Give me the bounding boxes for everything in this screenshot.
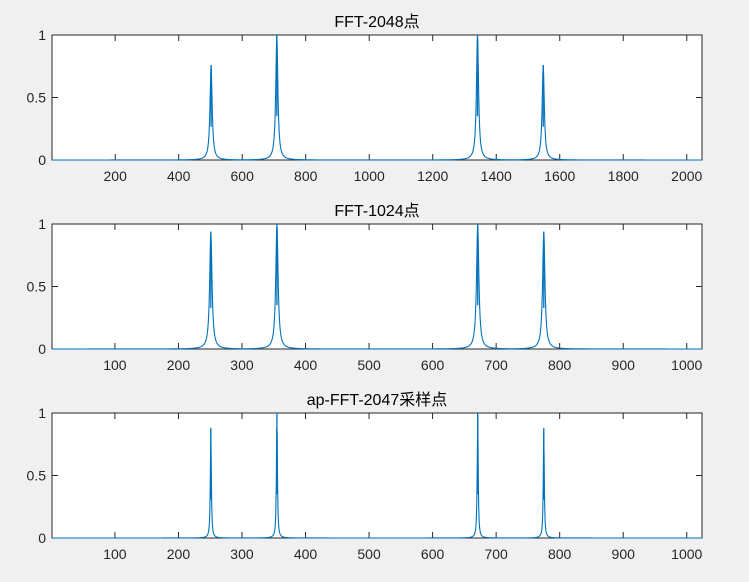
subplot-fft-2048: 200 400 600 800 1000 1200 1400 1600 1800 2000 00.…: [27, 13, 703, 184]
x-tick-label: 1000: [671, 546, 702, 562]
x-tick-label: 1200: [417, 168, 448, 184]
x-tick-label: 800: [548, 357, 572, 373]
x-tick-labels: 100 200 300 400 500 600 700 800 900 1000: [103, 357, 702, 373]
y-tick-labels: 00.51: [27, 405, 47, 546]
subplot-title: FFT-2048点: [334, 13, 419, 31]
x-tick-label: 800: [294, 168, 318, 184]
y-tick-label: 0.5: [27, 279, 47, 295]
y-tick-label: 1: [38, 27, 46, 43]
spectrum-line: [52, 413, 702, 539]
x-tick-label: 600: [421, 546, 445, 562]
x-tick-label: 1000: [671, 357, 702, 373]
y-tick-label: 0.5: [27, 468, 47, 484]
x-tick-label: 1000: [354, 168, 385, 184]
x-tick-label: 400: [294, 546, 318, 562]
x-tick-label: 900: [612, 357, 636, 373]
y-tick-label: 0: [38, 152, 46, 168]
x-tick-label: 500: [357, 357, 381, 373]
y-tick-labels: 00.51: [27, 27, 47, 168]
x-tick-label: 200: [104, 168, 128, 184]
y-tick-label: 0: [38, 530, 46, 546]
y-tick-label: 1: [38, 216, 46, 232]
subplot-fft-1024: 100 200 300 400 500 600 700 800 900 1000 00.51 FF…: [27, 202, 703, 373]
x-tick-label: 1400: [481, 168, 512, 184]
x-tick-label: 400: [167, 168, 191, 184]
x-tick-label: 1800: [608, 168, 639, 184]
x-tick-labels: 100 200 300 400 500 600 700 800 900 1000: [103, 546, 702, 562]
x-tick-label: 900: [612, 546, 636, 562]
x-tick-label: 100: [103, 546, 127, 562]
x-tick-label: 100: [103, 357, 127, 373]
plot-area: [51, 412, 703, 539]
subplot-ap-fft-2047: 100 200 300 400 500 600 700 800 900 1000 00.51 ap…: [27, 391, 703, 562]
x-tick-label: 600: [231, 168, 255, 184]
x-tick-label: 200: [167, 546, 191, 562]
x-tick-label: 300: [230, 357, 254, 373]
x-tick-label: 300: [230, 546, 254, 562]
x-tick-label: 200: [167, 357, 191, 373]
x-tick-label: 1600: [544, 168, 575, 184]
plot-area: [51, 223, 703, 350]
x-tick-label: 700: [484, 546, 508, 562]
x-tick-label: 700: [484, 357, 508, 373]
x-tick-label: 500: [357, 546, 381, 562]
x-tick-label: 2000: [671, 168, 702, 184]
x-tick-label: 400: [294, 357, 318, 373]
x-tick-label: 800: [548, 546, 572, 562]
x-tick-label: 600: [421, 357, 445, 373]
subplot-title: FFT-1024点: [334, 202, 419, 220]
subplot-title: ap-FFT-2047采样点: [307, 391, 448, 409]
spectrum-line: [52, 224, 702, 350]
y-tick-label: 0: [38, 341, 46, 357]
plot-area: [51, 34, 703, 161]
y-tick-label: 1: [38, 405, 46, 421]
x-tick-labels: 200 400 600 800 1000 1200 1400 1600 1800 2000: [104, 168, 703, 184]
y-tick-label: 0.5: [27, 90, 47, 106]
spectrum-line: [52, 35, 702, 161]
y-tick-labels: 00.51: [27, 216, 47, 357]
